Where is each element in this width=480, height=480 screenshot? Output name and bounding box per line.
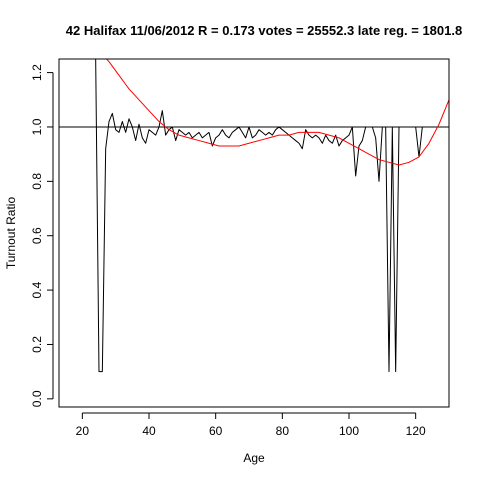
x-tick-label: 60 — [209, 424, 223, 438]
x-tick-label: 20 — [76, 424, 90, 438]
x-tick-label: 40 — [142, 424, 156, 438]
y-tick-label: 0.6 — [30, 227, 44, 244]
series-fit-curve — [105, 59, 449, 166]
x-tick-label: 100 — [339, 424, 359, 438]
y-tick-label: 1.0 — [30, 118, 44, 135]
y-tick-label: 0.2 — [30, 336, 44, 353]
y-tick-label: 0.8 — [30, 173, 44, 190]
y-tick-label: 0.0 — [30, 390, 44, 407]
x-axis-label: Age — [243, 451, 265, 465]
y-axis: 0.0 0.2 0.4 0.6 0.8 1.0 1.2 — [30, 64, 54, 407]
plot-data — [59, 59, 449, 373]
y-axis-label: Turnout Ratio — [4, 197, 18, 270]
x-tick-label: 120 — [406, 424, 426, 438]
x-axis: 20 40 60 80 100 120 — [76, 412, 426, 438]
y-tick-label: 0.4 — [30, 281, 44, 298]
chart-title: 42 Halifax 11/06/2012 R = 0.173 votes = … — [66, 23, 462, 38]
x-tick-label: 80 — [276, 424, 290, 438]
series-turnout-line — [95, 59, 423, 373]
plot-frame — [58, 58, 450, 408]
y-tick-label: 1.2 — [30, 64, 44, 81]
